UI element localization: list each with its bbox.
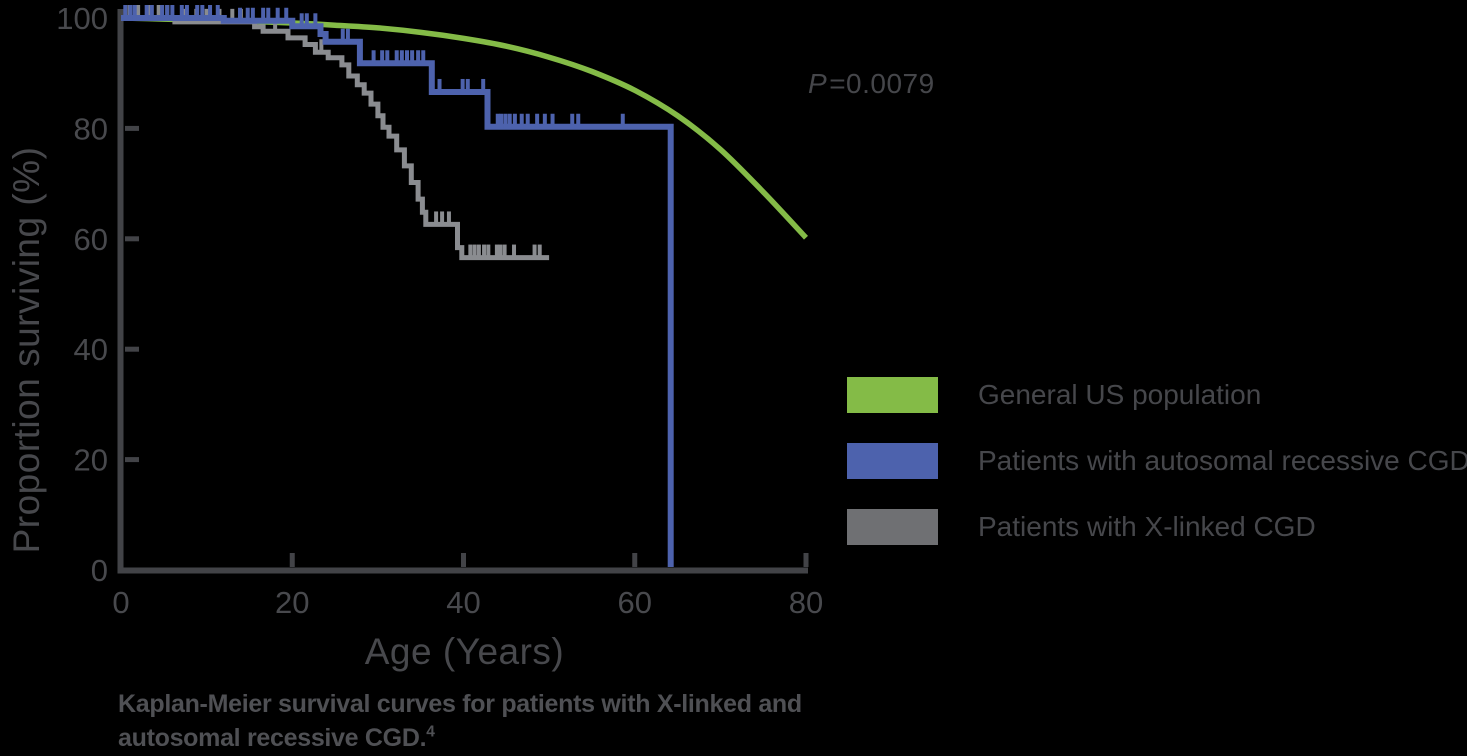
x-axis-title: Age (Years): [364, 631, 565, 672]
legend-item-general-us-population: General US population: [847, 377, 1467, 413]
y-tick-label: 40: [74, 332, 108, 367]
caption-line-2: autosomal recessive CGD.4: [118, 723, 435, 752]
x-tick-label: 80: [789, 585, 823, 620]
y-tick-label: 80: [74, 111, 108, 146]
legend-label-autosomal-recessive-cgd: Patients with autosomal recessive CGD: [978, 445, 1467, 476]
legend-item-x-linked-cgd: Patients with X-linked CGD: [847, 509, 1467, 545]
x-tick-label: 0: [112, 585, 129, 620]
y-tick-label: 100: [56, 1, 108, 36]
y-tick-label: 60: [74, 222, 108, 257]
series-line-autosomal-recessive-cgd: [121, 15, 674, 567]
series-line-general-us-population: [120, 15, 809, 240]
legend-swatch-blue: [847, 443, 938, 479]
legend: General US population Patients with auto…: [847, 377, 1467, 575]
legend-label-general-us-population: General US population: [978, 379, 1262, 410]
legend-swatch-green: [847, 377, 938, 413]
x-tick-label: 60: [618, 585, 652, 620]
p-value-number: =0.0079: [829, 68, 935, 99]
series-line-x-linked-cgd: [121, 15, 550, 261]
y-tick-label: 20: [74, 443, 108, 478]
caption-line-1: Kaplan-Meier survival curves for patient…: [118, 690, 802, 718]
p-value-annotation: P=0.0079: [808, 68, 935, 100]
plot-axes: [117, 9, 808, 574]
chart-caption: Kaplan-Meier survival curves for patient…: [118, 687, 802, 755]
legend-label-x-linked-cgd: Patients with X-linked CGD: [978, 511, 1316, 542]
y-axis-title: Proportion surviving (%): [6, 146, 47, 554]
legend-swatch-gray: [847, 509, 938, 545]
x-tick-label: 40: [446, 585, 480, 620]
caption-reference-superscript: 4: [426, 723, 435, 741]
x-tick-label: 20: [275, 585, 309, 620]
legend-item-autosomal-recessive-cgd: Patients with autosomal recessive CGD: [847, 443, 1467, 479]
y-tick-label: 0: [91, 553, 108, 588]
p-value-italic-p: P: [808, 68, 828, 99]
